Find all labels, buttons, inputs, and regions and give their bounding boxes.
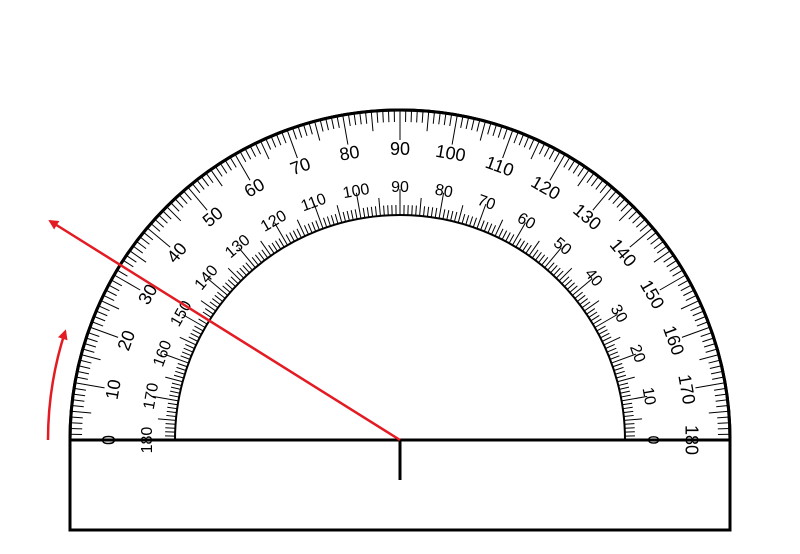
- outer-label: 0: [99, 435, 119, 445]
- protractor-diagram: 0102030405060708090100110120130140150160…: [0, 0, 800, 554]
- outer-label: 180: [681, 425, 701, 455]
- inner-label: 0: [644, 436, 661, 445]
- outer-label: 80: [338, 142, 361, 165]
- inner-label: 180: [139, 427, 156, 454]
- inner-label: 90: [391, 179, 409, 196]
- outer-label: 10: [102, 378, 125, 401]
- outer-label: 90: [390, 139, 410, 159]
- inner-label: 80: [434, 182, 455, 202]
- inner-label: 10: [639, 386, 659, 407]
- arc-arrow: [48, 331, 65, 440]
